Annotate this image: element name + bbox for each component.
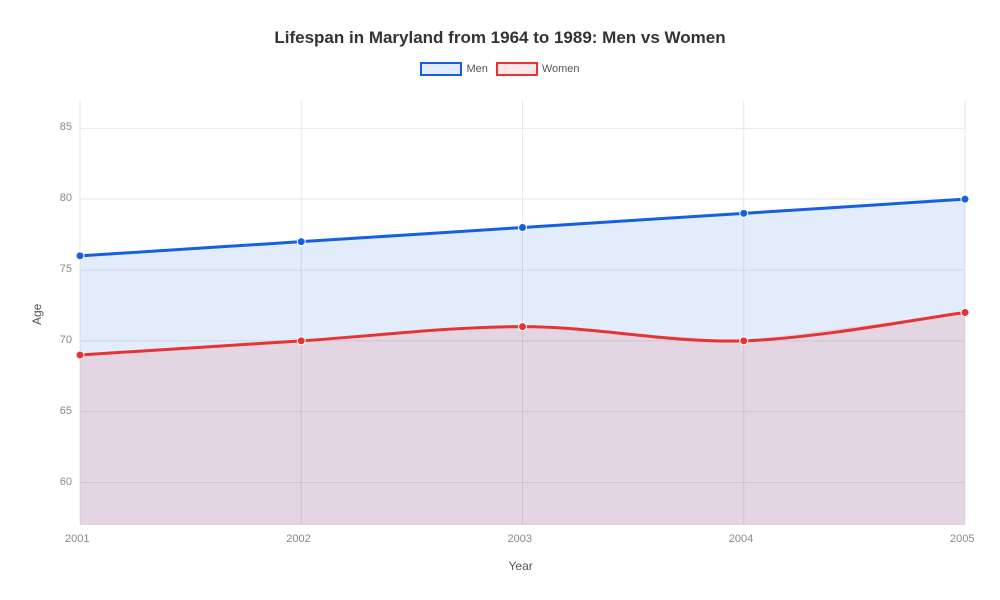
y-tick-label: 70	[60, 334, 72, 346]
x-tick-label: 2004	[729, 533, 753, 545]
x-axis-label: Year	[509, 559, 533, 573]
y-tick-label: 60	[60, 476, 72, 488]
y-tick-label: 65	[60, 405, 72, 417]
chart-container: Lifespan in Maryland from 1964 to 1989: …	[0, 0, 1000, 600]
y-tick-label: 75	[60, 263, 72, 275]
y-tick-label: 80	[60, 192, 72, 204]
chart-plot-area	[0, 0, 1000, 600]
x-tick-label: 2001	[65, 533, 89, 545]
x-tick-label: 2005	[950, 533, 974, 545]
x-tick-label: 2003	[508, 533, 532, 545]
y-axis-label: Age	[30, 303, 44, 324]
y-tick-label: 85	[60, 121, 72, 133]
x-tick-label: 2002	[286, 533, 310, 545]
